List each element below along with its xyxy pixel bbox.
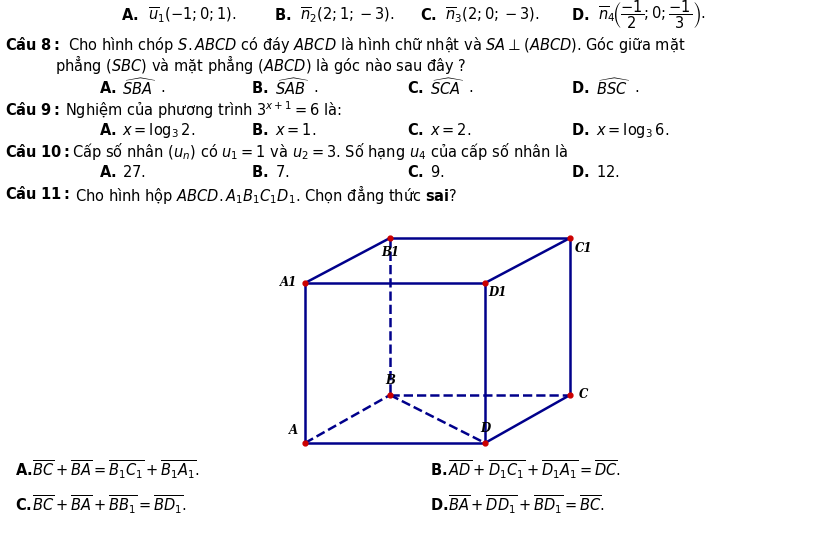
Text: D: D <box>480 422 490 436</box>
Text: $9.$: $9.$ <box>430 164 445 180</box>
Text: $\widehat{SCA}$: $\widehat{SCA}$ <box>430 77 465 98</box>
Text: $\overline{n}_3(2;0;-3).$: $\overline{n}_3(2;0;-3).$ <box>445 6 539 24</box>
Text: $\mathbf{C\hat{a}u\ 11:}$: $\mathbf{C\hat{a}u\ 11:}$ <box>5 185 70 203</box>
Text: A: A <box>289 424 298 438</box>
Text: $\mathbf{C.}$: $\mathbf{C.}$ <box>407 164 424 180</box>
Text: $x=\log_3 6.$: $x=\log_3 6.$ <box>596 120 670 140</box>
Text: Nghiệm của phương trình $3^{x+1}=6$ là:: Nghiệm của phương trình $3^{x+1}=6$ là: <box>65 99 341 121</box>
Text: $\mathbf{C\hat{a}u\ 8:}$: $\mathbf{C\hat{a}u\ 8:}$ <box>5 36 60 54</box>
Text: $\mathbf{C.}$: $\mathbf{C.}$ <box>407 80 424 96</box>
Text: Cho hình hộp $ABCD.A_1B_1C_1D_1$. Chọn đẳng thức $\mathbf{sai}$?: Cho hình hộp $ABCD.A_1B_1C_1D_1$. Chọn đ… <box>75 183 457 205</box>
Text: $\mathbf{A.}$: $\mathbf{A.}$ <box>99 164 117 180</box>
Text: $\overline{n}_2(2;1;-3).$: $\overline{n}_2(2;1;-3).$ <box>300 6 394 24</box>
Text: phẳng $(SBC)$ và mặt phẳng $(ABCD)$ là góc nào sau đây ?: phẳng $(SBC)$ và mặt phẳng $(ABCD)$ là g… <box>55 54 466 77</box>
Text: $27.$: $27.$ <box>122 164 146 180</box>
Text: $\mathbf{B.}$: $\mathbf{B.}$ <box>430 462 447 478</box>
Text: $\widehat{SBA}$: $\widehat{SBA}$ <box>122 77 156 98</box>
Text: $\mathbf{B.}$: $\mathbf{B.}$ <box>274 7 292 23</box>
Text: $7.$: $7.$ <box>275 164 289 180</box>
Text: $\mathbf{B.}$: $\mathbf{B.}$ <box>252 122 268 138</box>
Text: $\mathbf{C.}$: $\mathbf{C.}$ <box>15 497 32 513</box>
Text: $\mathbf{D.}$: $\mathbf{D.}$ <box>571 7 589 23</box>
Text: $.\ $: $.\ $ <box>468 81 473 95</box>
Text: $x=\log_3 2.$: $x=\log_3 2.$ <box>122 120 195 140</box>
Text: C1: C1 <box>576 242 592 254</box>
Text: $\mathbf{A.}$: $\mathbf{A.}$ <box>15 462 33 478</box>
Text: $\mathbf{A.}$: $\mathbf{A.}$ <box>122 7 138 23</box>
Text: $\mathbf{D.}$: $\mathbf{D.}$ <box>430 497 448 513</box>
Text: $\overline{BA}+\overline{DD_1}+\overline{BD_1}=\overline{BC}.$: $\overline{BA}+\overline{DD_1}+\overline… <box>448 493 605 517</box>
Text: $\overline{BC}+\overline{BA}=\overline{B_1C_1}+\overline{B_1A_1}.$: $\overline{BC}+\overline{BA}=\overline{B… <box>32 459 200 481</box>
Text: $\mathbf{D.}$: $\mathbf{D.}$ <box>571 122 589 138</box>
Text: $\overline{n}_4\!\left(\dfrac{-1}{2};0;\dfrac{-1}{3}\right).$: $\overline{n}_4\!\left(\dfrac{-1}{2};0;\… <box>598 0 706 31</box>
Text: $.\ $: $.\ $ <box>313 81 318 95</box>
Text: B1: B1 <box>381 246 399 258</box>
Text: $\mathbf{A.}$: $\mathbf{A.}$ <box>99 122 117 138</box>
Text: $\overline{AD}+\overline{D_1C_1}+\overline{D_1A_1}=\overline{DC}.$: $\overline{AD}+\overline{D_1C_1}+\overli… <box>448 459 621 481</box>
Text: $\mathbf{A.}$: $\mathbf{A.}$ <box>99 80 117 96</box>
Text: Cho hình chóp $S.ABCD$ có đáy $ABCD$ là hình chữ nhật và $SA\bot(ABCD)$. Góc giữ: Cho hình chóp $S.ABCD$ có đáy $ABCD$ là … <box>68 35 685 55</box>
Text: A1: A1 <box>280 277 298 289</box>
Text: C: C <box>579 389 589 401</box>
Text: $\mathbf{B.}$: $\mathbf{B.}$ <box>252 164 268 180</box>
Text: $.\ $: $.\ $ <box>634 81 639 95</box>
Text: $\widehat{SAB}$: $\widehat{SAB}$ <box>275 77 310 98</box>
Text: $\widehat{BSC}$: $\widehat{BSC}$ <box>596 77 631 98</box>
Text: $\mathbf{C.}$: $\mathbf{C.}$ <box>407 122 424 138</box>
Text: $\mathbf{D.}$: $\mathbf{D.}$ <box>571 80 589 96</box>
Text: $\overline{BC}+\overline{BA}+\overline{BB_1}=\overline{BD_1}.$: $\overline{BC}+\overline{BA}+\overline{B… <box>32 493 186 517</box>
Text: Cấp số nhân $(u_n)$ có $u_1=1$ và $u_2=3$. Số hạng $u_4$ của cấp số nhân là: Cấp số nhân $(u_n)$ có $u_1=1$ và $u_2=3… <box>72 141 568 162</box>
Text: $\mathbf{D.}$: $\mathbf{D.}$ <box>571 164 589 180</box>
Text: $\overline{u}_1(-1;0;1).$: $\overline{u}_1(-1;0;1).$ <box>148 6 237 24</box>
Text: $12.$: $12.$ <box>596 164 620 180</box>
Text: $x=2.$: $x=2.$ <box>430 122 472 138</box>
Text: $x=1.$: $x=1.$ <box>275 122 316 138</box>
Text: $.\ $: $.\ $ <box>160 81 165 95</box>
Text: $\mathbf{B.}$: $\mathbf{B.}$ <box>252 80 268 96</box>
Text: $\mathbf{C\hat{a}u\ 10:}$: $\mathbf{C\hat{a}u\ 10:}$ <box>5 143 70 161</box>
Text: $\mathbf{C.}$: $\mathbf{C.}$ <box>420 7 436 23</box>
Text: B: B <box>385 374 395 388</box>
Text: $\mathbf{C\hat{a}u\ 9:}$: $\mathbf{C\hat{a}u\ 9:}$ <box>5 101 60 119</box>
Text: D1: D1 <box>487 286 506 300</box>
